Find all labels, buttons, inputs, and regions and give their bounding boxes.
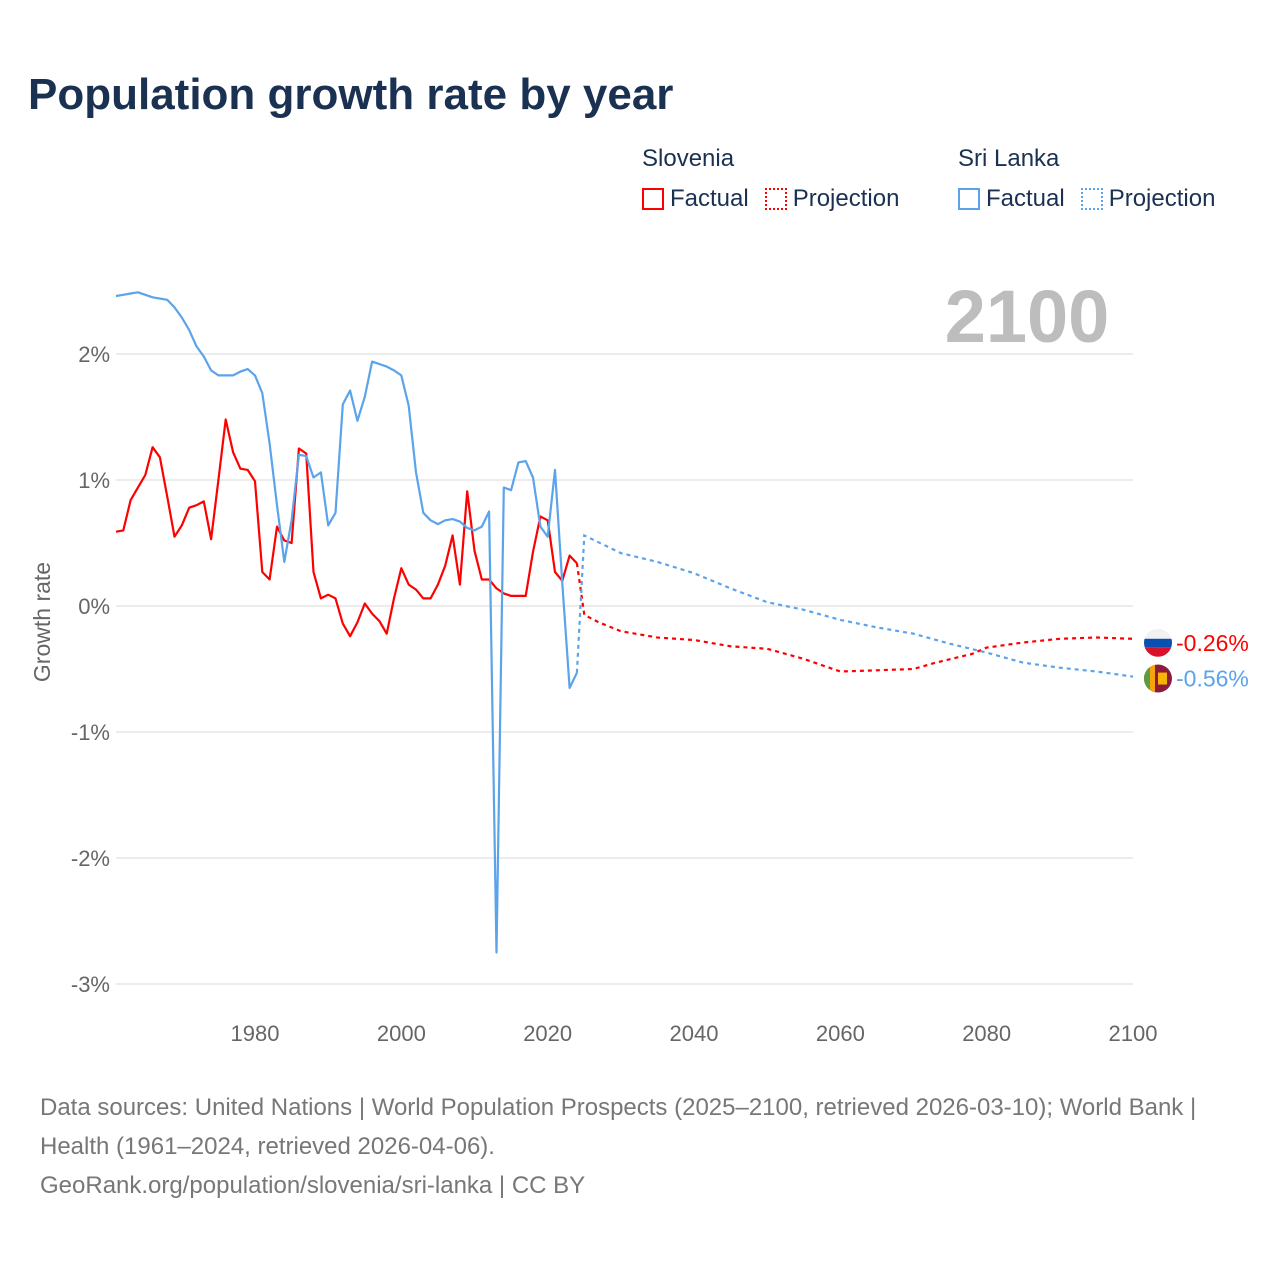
- legend-swatch: [764, 188, 787, 210]
- legend-label: Projection: [792, 185, 900, 212]
- sri-lanka-factual-line: [115, 291, 578, 954]
- sri-lanka-projection-line: [575, 533, 1134, 678]
- legend-label: Factual: [986, 185, 1065, 212]
- y-tick-label: 2%: [78, 342, 110, 367]
- x-tick-label: 2100: [1109, 1021, 1158, 1046]
- x-tick-label: 2020: [523, 1021, 572, 1046]
- y-tick-label: 0%: [78, 594, 110, 619]
- sri-lanka-end-label: -0.56%: [1176, 666, 1249, 692]
- data-sources: Data sources: United Nations | World Pop…: [40, 1094, 1197, 1160]
- chart-title: Population growth rate by year: [28, 70, 674, 119]
- footer: Data sources: United Nations | World Pop…: [40, 1088, 1240, 1205]
- x-tick-label: 2000: [377, 1021, 426, 1046]
- y-tick-label: -2%: [71, 846, 110, 871]
- y-tick-label: -3%: [71, 972, 110, 997]
- legend-group-title: Slovenia: [642, 145, 735, 172]
- legend-label: Factual: [670, 185, 749, 212]
- y-axis-label: Growth rate: [29, 562, 55, 682]
- x-tick-label: 2080: [962, 1021, 1011, 1046]
- line-chart: 2100 Growth rate 2% 1% 0% -1% -2% -3% 1980 2000…: [29, 275, 1249, 1046]
- y-tick-label: 1%: [78, 468, 110, 493]
- legend-slovenia-projection[interactable]: Projection: [764, 185, 900, 213]
- slovenia-flag-icon: [1144, 628, 1172, 657]
- source-link[interactable]: GeoRank.org/population/slovenia/sri-lank…: [40, 1172, 586, 1199]
- year-label: 2100: [945, 275, 1110, 358]
- legend-label: Projection: [1108, 185, 1216, 212]
- legend-swatch: [1080, 188, 1103, 210]
- slovenia-factual-line: [115, 418, 578, 638]
- x-tick-label: 1980: [231, 1021, 280, 1046]
- y-tick-label: -1%: [71, 720, 110, 745]
- slovenia-end-label: -0.26%: [1176, 630, 1249, 656]
- legend-slovenia: Slovenia Factual Projection: [642, 145, 899, 213]
- x-tick-label: 2040: [670, 1021, 719, 1046]
- legend-group-title: Sri Lanka: [958, 145, 1060, 172]
- sri-lanka-flag-icon: [1144, 664, 1172, 693]
- legend-sri-lanka-projection[interactable]: Projection: [1080, 185, 1216, 213]
- legend-sri-lanka-factual[interactable]: Factual: [958, 185, 1065, 213]
- legend-slovenia-factual[interactable]: Factual: [642, 185, 749, 213]
- x-tick-label: 2060: [816, 1021, 865, 1046]
- legend-swatch: [642, 188, 664, 210]
- slovenia-projection-line: [575, 563, 1134, 673]
- legend-sri-lanka: Sri Lanka Factual Projection: [958, 145, 1215, 213]
- legend-swatch: [958, 188, 980, 210]
